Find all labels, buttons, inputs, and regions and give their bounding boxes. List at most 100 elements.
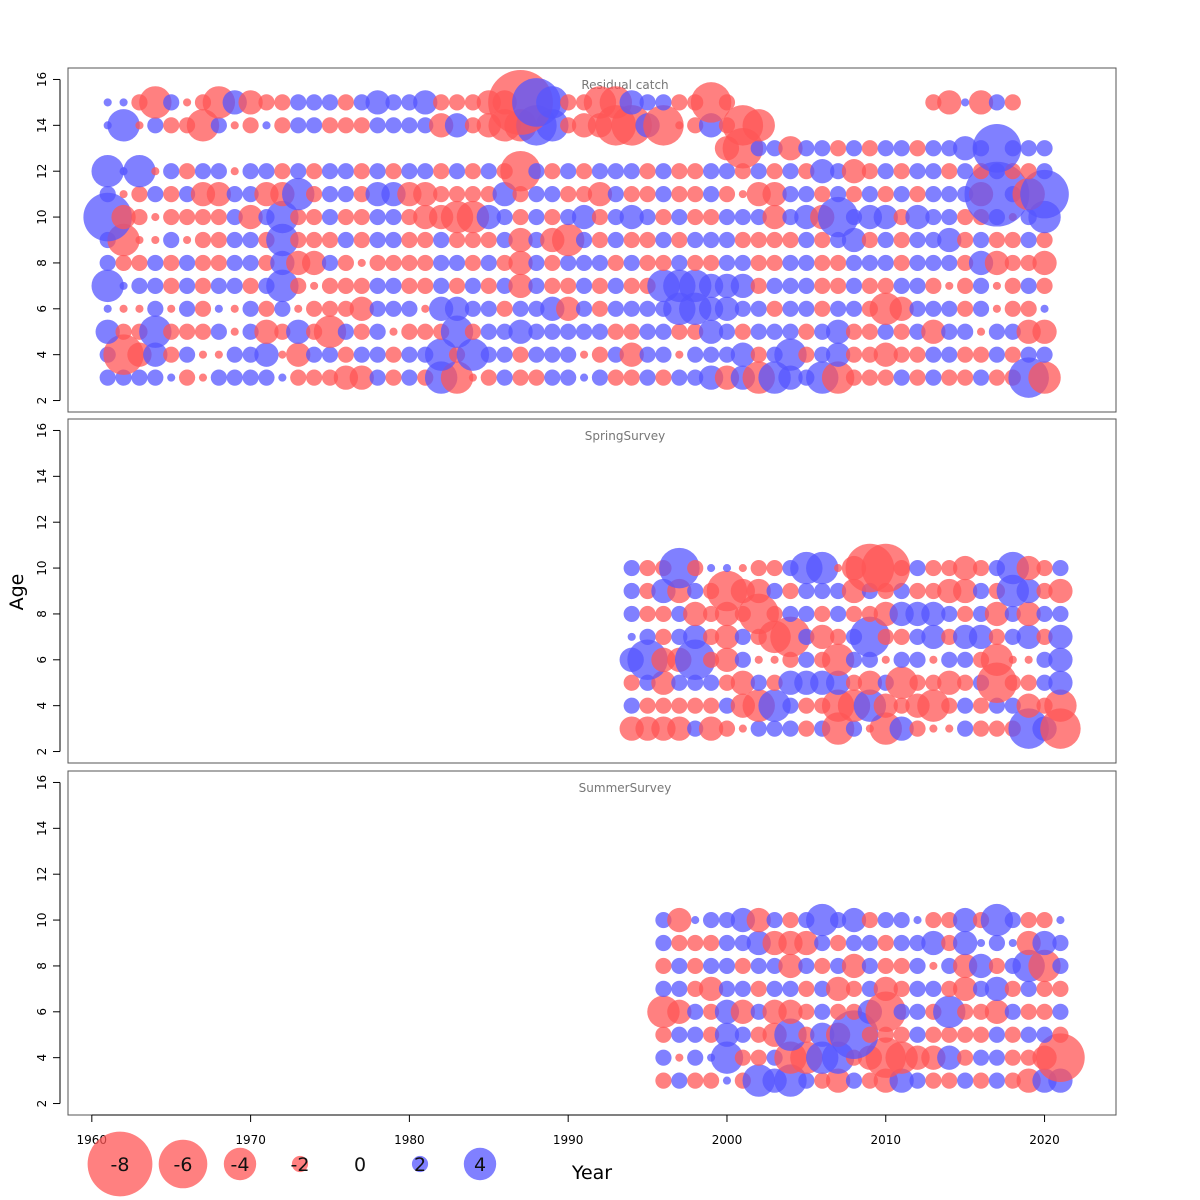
bubble bbox=[321, 277, 339, 294]
bubble bbox=[972, 1072, 990, 1089]
bubble bbox=[607, 208, 624, 226]
bubble bbox=[762, 181, 787, 207]
bubble bbox=[619, 90, 644, 115]
bubble bbox=[194, 208, 212, 226]
y-tick-label: 12 bbox=[35, 164, 49, 179]
bubble bbox=[353, 94, 370, 111]
bubble bbox=[512, 346, 529, 363]
bubble bbox=[718, 94, 736, 111]
bubble bbox=[274, 94, 291, 111]
x-tick-label: 2000 bbox=[712, 1133, 743, 1147]
bubble bbox=[433, 277, 450, 294]
bubble bbox=[306, 231, 323, 249]
bubble bbox=[560, 346, 577, 363]
bubble bbox=[830, 957, 847, 975]
bubble bbox=[909, 277, 926, 294]
bubble bbox=[909, 980, 926, 997]
bubble bbox=[770, 655, 779, 664]
bubble bbox=[687, 957, 704, 975]
bubble bbox=[782, 208, 799, 226]
bubble bbox=[1036, 231, 1053, 249]
bubble bbox=[687, 980, 704, 997]
bubble bbox=[687, 697, 704, 714]
bubble bbox=[718, 186, 736, 203]
bubble bbox=[825, 976, 851, 1002]
bubble bbox=[178, 346, 196, 363]
bubble bbox=[623, 369, 640, 386]
bubble bbox=[925, 231, 942, 249]
bubble bbox=[1036, 628, 1053, 645]
bubble bbox=[194, 300, 212, 317]
bubble bbox=[905, 204, 930, 230]
bubble bbox=[909, 140, 926, 157]
bubble bbox=[889, 296, 914, 321]
bubble bbox=[591, 346, 609, 363]
bubble bbox=[313, 315, 347, 348]
bubble bbox=[571, 204, 597, 230]
bubble bbox=[639, 186, 656, 203]
bubble bbox=[290, 163, 307, 180]
bubble bbox=[972, 123, 1022, 173]
bubble bbox=[798, 720, 815, 737]
bubble bbox=[825, 670, 851, 695]
y-axis: 2 4 6 8 10 12 14 16 bbox=[35, 423, 61, 755]
bubble bbox=[988, 323, 1006, 340]
y-tick-label: 10 bbox=[35, 560, 49, 575]
bubble bbox=[480, 254, 497, 272]
bubble bbox=[734, 254, 751, 272]
bubble bbox=[560, 277, 577, 294]
bubble bbox=[258, 254, 275, 272]
bubble bbox=[480, 323, 497, 340]
bubble bbox=[877, 163, 894, 180]
bubble bbox=[810, 624, 835, 650]
bubble bbox=[845, 1003, 863, 1020]
bubble bbox=[750, 1049, 767, 1066]
bubble bbox=[766, 674, 783, 691]
bubble bbox=[163, 323, 180, 340]
bubble bbox=[925, 346, 942, 363]
bubble bbox=[385, 277, 402, 294]
bubble bbox=[925, 208, 942, 226]
x-tick-label: 2010 bbox=[870, 1133, 901, 1147]
bubble bbox=[1004, 300, 1021, 317]
bubble bbox=[198, 350, 208, 359]
bubble bbox=[496, 231, 513, 249]
bubble bbox=[941, 163, 958, 180]
bubble bbox=[214, 304, 223, 313]
bubble bbox=[401, 94, 418, 111]
bubble bbox=[941, 208, 958, 226]
bubbles bbox=[647, 903, 1085, 1097]
bubble bbox=[845, 1072, 863, 1089]
bubble bbox=[925, 911, 942, 929]
bubble bbox=[909, 346, 926, 363]
bubble bbox=[528, 163, 545, 180]
bubble bbox=[968, 90, 994, 115]
bubble bbox=[310, 281, 319, 290]
bubble bbox=[845, 934, 863, 952]
bubble bbox=[830, 582, 847, 600]
bubble bbox=[655, 1049, 672, 1066]
bubble bbox=[861, 605, 878, 623]
bubble bbox=[782, 323, 799, 340]
bubble bbox=[984, 999, 1010, 1024]
bubble bbox=[163, 94, 180, 111]
bubble bbox=[321, 117, 339, 134]
bubble bbox=[448, 94, 466, 111]
bubble bbox=[544, 254, 561, 272]
bubble bbox=[306, 94, 323, 111]
bubble bbox=[734, 934, 751, 952]
bubble bbox=[639, 208, 656, 226]
bubble bbox=[730, 342, 755, 367]
bubble bbox=[1032, 250, 1057, 276]
bubble bbox=[1036, 559, 1053, 577]
bubble bbox=[417, 231, 434, 249]
bubble bbox=[139, 315, 172, 348]
bubble bbox=[1004, 346, 1021, 363]
bubble bbox=[496, 208, 513, 226]
bubble bbox=[178, 277, 196, 294]
bubble bbox=[702, 651, 720, 668]
bubble bbox=[893, 208, 910, 226]
bubble bbox=[774, 1018, 807, 1051]
bubble bbox=[702, 1026, 720, 1043]
bubble bbox=[798, 697, 815, 714]
